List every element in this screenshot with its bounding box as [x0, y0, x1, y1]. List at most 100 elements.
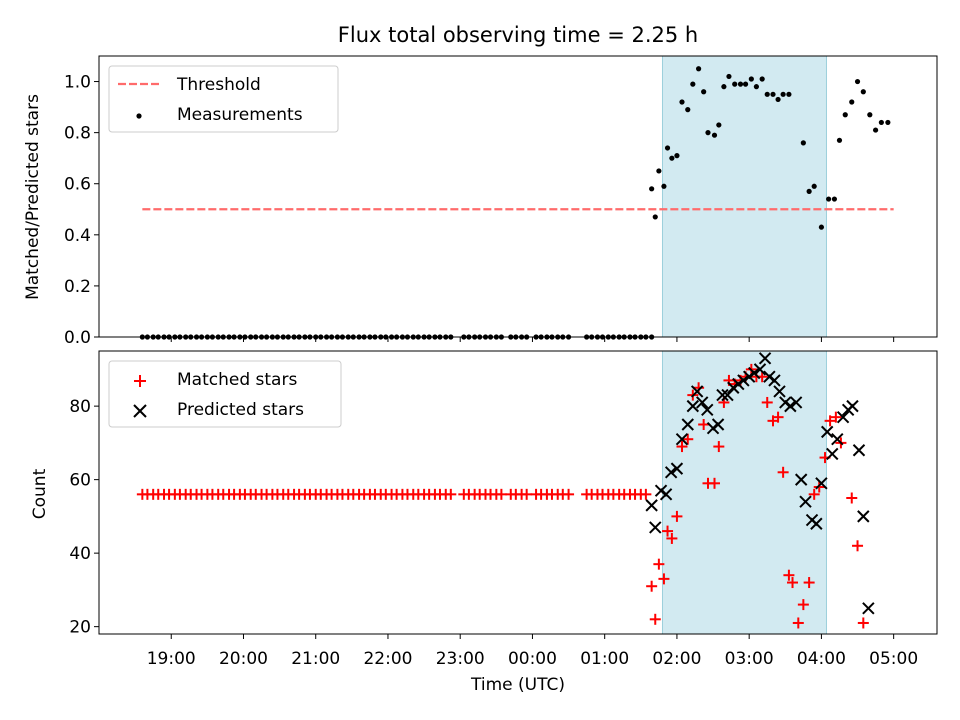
predicted-star-point	[810, 517, 823, 530]
predicted-star-point	[862, 602, 875, 615]
bottom-highlight-span-layer	[661, 350, 827, 635]
predicted-star-point	[645, 499, 658, 512]
bottom-y-axis-label: Count	[30, 468, 50, 519]
matched-star-point	[658, 573, 670, 585]
predicted-star-point	[753, 363, 767, 376]
predicted-star-point	[681, 418, 694, 431]
predicted-star-point	[675, 433, 689, 446]
measurement-point	[669, 155, 675, 161]
x-tick-label: 22:00	[363, 649, 412, 669]
predicted-star-point	[701, 403, 714, 417]
predicted-star-point	[799, 495, 812, 508]
predicted-star-point	[820, 425, 834, 439]
predicted-star-point	[737, 374, 750, 387]
measurement-point	[759, 76, 765, 82]
predicted-star-point	[670, 462, 684, 475]
x-tick-label: 23:00	[436, 649, 485, 669]
x-tick-label: 01:00	[580, 649, 629, 669]
measurement-point	[780, 91, 786, 97]
top-y-tick-label: 0.6	[64, 175, 91, 195]
matched-star-point	[563, 488, 575, 500]
top-y-axis-label: Matched/Predicted stars	[23, 94, 43, 300]
predicted-star-point	[826, 447, 839, 461]
predicted-star-point	[846, 399, 859, 413]
measurement-point	[786, 91, 792, 97]
bottom-panel: 20 40 60 80 19:00 20:00 21:00 22:00 23:00 00:00 01…	[30, 350, 938, 695]
matched-star-point	[698, 419, 710, 431]
matched-star-point	[495, 488, 507, 500]
measurement-point	[661, 183, 667, 189]
matched-star-point	[649, 613, 661, 625]
predicted-star-point	[857, 510, 870, 523]
matched-star-point	[813, 481, 825, 493]
measurement-point	[854, 78, 861, 85]
predicted-star-point	[836, 410, 850, 424]
x-tick-label: 21:00	[291, 649, 340, 669]
measurement-point	[775, 96, 781, 103]
predicted-star-point	[758, 352, 772, 365]
matched-star-point	[852, 540, 864, 552]
measurement-point	[701, 89, 707, 95]
measurement-point	[696, 66, 702, 72]
bottom-star-count-markers	[136, 352, 875, 629]
matched-star-point	[682, 433, 694, 445]
bottom-legend: Matched stars Predicted stars	[108, 360, 342, 428]
matched-star-point	[803, 577, 815, 589]
x-axis-label: Time (UTC)	[470, 675, 565, 695]
top-panel: 0.0 0.2 0.4 0.6 0.8 1.0 Matched/Predicted sta…	[23, 55, 938, 348]
matched-star-point	[846, 492, 858, 504]
bot-y-tick-label: 20	[69, 618, 91, 638]
top-highlight-span-layer	[661, 55, 827, 338]
predicted-star-point	[659, 488, 673, 501]
predicted-star-point	[686, 399, 700, 413]
predicted-star-point	[721, 388, 734, 402]
measurement-point	[656, 168, 662, 174]
matched-star-point	[797, 599, 809, 611]
matched-star-point	[777, 466, 789, 478]
measurement-point	[711, 132, 718, 138]
measurement-point	[806, 188, 812, 194]
measurement-point	[860, 89, 866, 95]
matched-star-point	[693, 382, 705, 394]
legend-measurements-label: Measurements	[177, 105, 303, 125]
predicted-star-point	[696, 396, 709, 409]
measurement-point	[652, 214, 658, 220]
legend-matched-label: Matched stars	[177, 370, 297, 390]
top-legend-box	[108, 65, 339, 133]
predicted-star-point	[664, 466, 678, 479]
predicted-star-point	[773, 385, 786, 398]
matched-star-point	[653, 558, 665, 570]
matched-star-point	[646, 580, 658, 592]
matched-star-point	[521, 488, 533, 500]
bot-y-tick-label: 80	[69, 397, 91, 417]
matched-star-point	[808, 488, 820, 500]
measurement-point	[674, 153, 680, 159]
top-y-tick-label: 1.0	[64, 73, 91, 93]
measurement-point	[685, 107, 691, 113]
top-axes-frame	[98, 55, 938, 338]
measurement-point	[649, 186, 655, 192]
legend-predicted-label: Predicted stars	[177, 400, 304, 420]
matched-star-point	[676, 441, 688, 453]
measurement-point	[878, 119, 884, 126]
matched-star-point	[787, 577, 799, 589]
matched-star-point	[792, 617, 804, 629]
top-legend: Threshold Measurements	[108, 65, 339, 133]
predicted-star-point	[748, 366, 761, 380]
matched-star-point	[666, 532, 678, 544]
measurement-point	[770, 91, 776, 97]
matched-star-point	[671, 510, 683, 522]
top-highlight-span	[661, 55, 827, 338]
matched-star-point	[713, 441, 725, 453]
top-y-tick-label: 0.4	[64, 226, 91, 246]
measurement-point	[811, 183, 817, 189]
measurement-point	[818, 224, 825, 230]
top-y-tick-label: 0.0	[64, 328, 91, 348]
predicted-star-point	[831, 433, 844, 446]
matched-star-point	[708, 477, 720, 489]
measurement-point	[664, 145, 671, 151]
measurement-point	[737, 81, 744, 87]
matched-star-point	[662, 525, 674, 537]
matched-star-point	[824, 415, 836, 427]
measurement-point	[705, 130, 711, 136]
